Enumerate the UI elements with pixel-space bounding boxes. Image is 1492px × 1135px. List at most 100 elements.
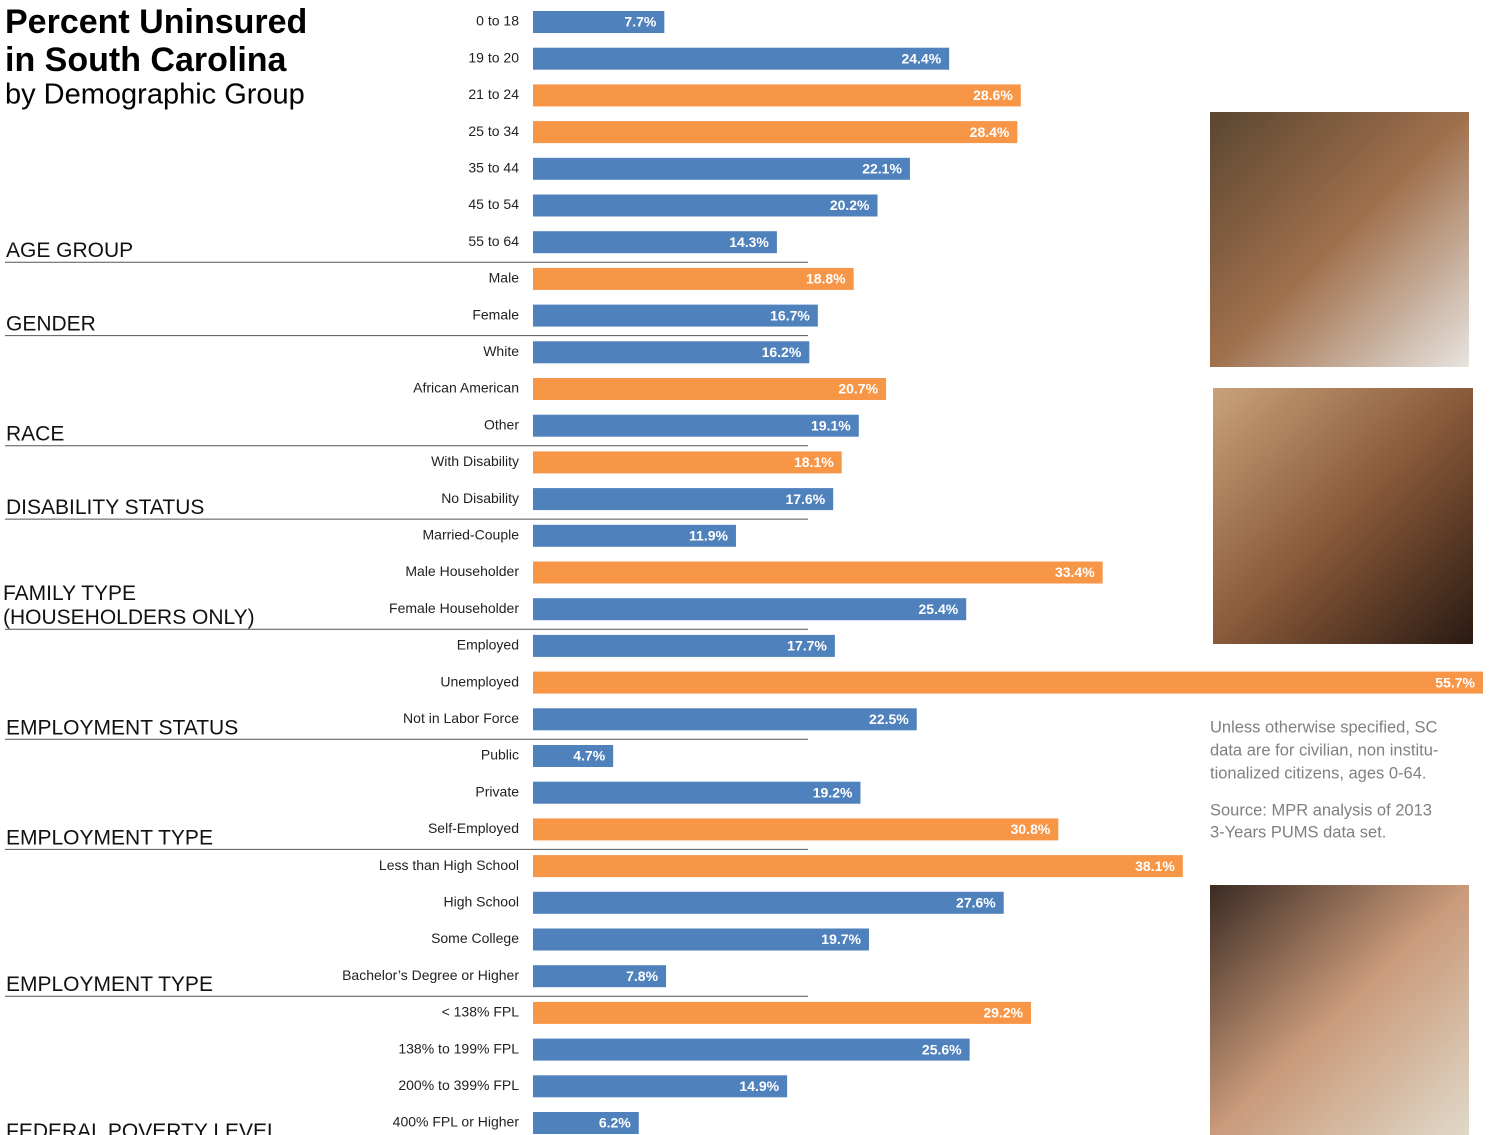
value-label: 11.9% bbox=[689, 528, 728, 544]
photo bbox=[1210, 885, 1469, 1135]
category-label: Less than High School bbox=[379, 857, 519, 873]
value-label: 4.7% bbox=[573, 748, 605, 764]
title-line: Percent Uninsured bbox=[5, 3, 307, 41]
infographic: Percent Uninsured in South Carolina by D… bbox=[0, 0, 1492, 1135]
subtitle: by Demographic Group bbox=[5, 79, 305, 111]
value-label: 7.7% bbox=[624, 14, 656, 30]
category-label: High School bbox=[444, 894, 520, 910]
value-label: 17.6% bbox=[785, 491, 825, 507]
category-label: 35 to 44 bbox=[468, 160, 519, 176]
value-label: 33.4% bbox=[1055, 564, 1095, 580]
group-label: AGE GROUP bbox=[6, 239, 133, 262]
bar bbox=[533, 84, 1021, 106]
value-label: 19.2% bbox=[813, 784, 853, 800]
photo bbox=[1210, 112, 1469, 367]
bar bbox=[533, 598, 966, 620]
value-label: 22.5% bbox=[869, 711, 909, 727]
bar bbox=[533, 708, 917, 730]
bar bbox=[533, 1002, 1031, 1024]
bar bbox=[533, 48, 949, 70]
photo bbox=[1213, 388, 1473, 644]
category-label: Self-Employed bbox=[428, 820, 519, 836]
note-line: tionalized citizens, ages 0-64. bbox=[1210, 764, 1426, 782]
bar bbox=[533, 415, 859, 437]
category-label: Male bbox=[489, 270, 520, 286]
note-line: data are for civilian, non institu- bbox=[1210, 741, 1438, 759]
category-label: Other bbox=[484, 416, 519, 432]
value-label: 27.6% bbox=[956, 895, 996, 911]
bar bbox=[533, 378, 886, 400]
value-label: 18.8% bbox=[806, 271, 846, 287]
bar bbox=[533, 158, 910, 180]
value-label: 20.2% bbox=[830, 197, 870, 213]
value-label: 25.6% bbox=[922, 1041, 962, 1057]
value-label: 16.2% bbox=[762, 344, 802, 360]
bar bbox=[533, 782, 860, 804]
value-label: 38.1% bbox=[1135, 858, 1175, 874]
category-label: Not in Labor Force bbox=[403, 710, 519, 726]
category-label: 45 to 54 bbox=[468, 196, 519, 212]
category-label: Private bbox=[475, 783, 519, 799]
group-label: DISABILITY STATUS bbox=[6, 496, 204, 519]
category-label: 19 to 20 bbox=[468, 49, 519, 65]
group-label: GENDER bbox=[6, 313, 96, 336]
category-label: Female Householder bbox=[389, 600, 519, 616]
value-label: 14.9% bbox=[739, 1078, 779, 1094]
value-label: 25.4% bbox=[919, 601, 959, 617]
value-label: 19.7% bbox=[821, 931, 861, 947]
category-label: With Disability bbox=[431, 453, 519, 469]
value-label: 14.3% bbox=[729, 234, 769, 250]
bar bbox=[533, 672, 1483, 694]
group-label: FAMILY TYPE bbox=[3, 582, 136, 605]
bar bbox=[533, 1039, 970, 1061]
category-label: White bbox=[483, 343, 519, 359]
value-label: 6.2% bbox=[599, 1115, 631, 1131]
category-label: Bachelor’s Degree or Higher bbox=[342, 967, 519, 983]
value-label: 17.7% bbox=[787, 638, 827, 654]
category-label: Male Householder bbox=[405, 563, 519, 579]
value-label: 55.7% bbox=[1435, 674, 1475, 690]
category-label: 200% to 399% FPL bbox=[398, 1077, 519, 1093]
category-label: Some College bbox=[431, 930, 519, 946]
bar bbox=[533, 562, 1103, 584]
bar bbox=[533, 855, 1183, 877]
bar bbox=[533, 195, 878, 217]
category-label: African American bbox=[413, 380, 519, 396]
category-label: Female bbox=[472, 306, 519, 322]
source-line: Source: MPR analysis of 2013 bbox=[1210, 801, 1432, 819]
value-label: 16.7% bbox=[770, 307, 810, 323]
bar bbox=[533, 929, 869, 951]
category-label: 400% FPL or Higher bbox=[393, 1114, 520, 1130]
note-line: Unless otherwise specified, SC bbox=[1210, 718, 1438, 736]
category-label: < 138% FPL bbox=[442, 1004, 520, 1020]
value-label: 7.8% bbox=[626, 968, 658, 984]
category-label: Unemployed bbox=[440, 673, 519, 689]
category-label: 0 to 18 bbox=[476, 13, 519, 29]
category-label: 25 to 34 bbox=[468, 123, 519, 139]
value-label: 20.7% bbox=[838, 381, 878, 397]
value-label: 29.2% bbox=[983, 1005, 1023, 1021]
category-label: No Disability bbox=[441, 490, 519, 506]
category-label: Married-Couple bbox=[423, 527, 520, 543]
value-label: 22.1% bbox=[862, 161, 902, 177]
value-label: 30.8% bbox=[1011, 821, 1051, 837]
category-label: 21 to 24 bbox=[468, 86, 519, 102]
group-label: (HOUSEHOLDERS ONLY) bbox=[3, 606, 255, 629]
group-label: EMPLOYMENT STATUS bbox=[6, 716, 238, 739]
category-label: 138% to 199% FPL bbox=[398, 1040, 519, 1056]
value-label: 24.4% bbox=[901, 50, 941, 66]
group-label: EMPLOYMENT TYPE bbox=[6, 973, 213, 996]
bar bbox=[533, 892, 1004, 914]
group-label: EMPLOYMENT TYPE bbox=[6, 826, 213, 849]
bar bbox=[533, 121, 1017, 143]
category-label: Public bbox=[481, 747, 519, 763]
category-label: Employed bbox=[457, 637, 519, 653]
group-label: RACE bbox=[6, 423, 64, 446]
value-label: 19.1% bbox=[811, 417, 851, 433]
source-line: 3-Years PUMS data set. bbox=[1210, 823, 1386, 841]
bar bbox=[533, 818, 1058, 840]
value-label: 28.6% bbox=[973, 87, 1013, 103]
value-label: 18.1% bbox=[794, 454, 834, 470]
title-line: in South Carolina bbox=[5, 41, 288, 79]
group-label: FEDERAL POVERTY LEVEL bbox=[6, 1120, 279, 1135]
